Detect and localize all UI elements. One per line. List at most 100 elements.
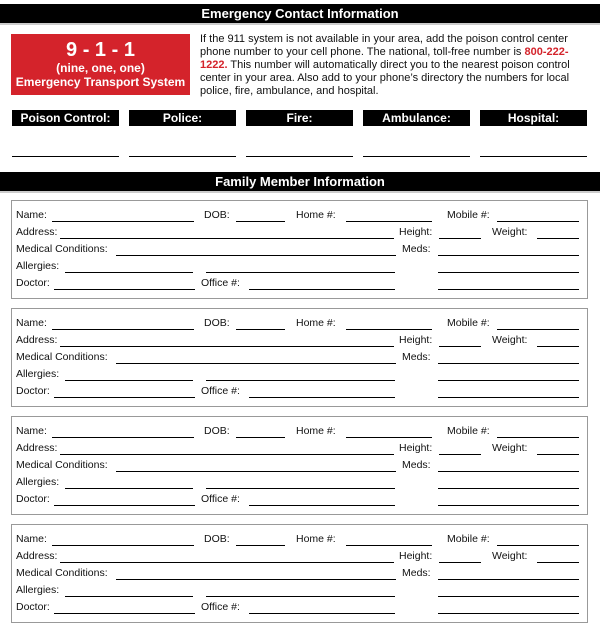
allergies-2-field[interactable] — [206, 488, 395, 489]
height-field[interactable] — [439, 562, 481, 563]
address-field[interactable] — [60, 562, 394, 563]
meds-field[interactable] — [438, 363, 579, 364]
dob-label: DOB: — [204, 317, 230, 329]
meds-field[interactable] — [438, 255, 579, 256]
address-field[interactable] — [60, 346, 394, 347]
allergies-field[interactable] — [65, 596, 193, 597]
medical-field[interactable] — [116, 579, 396, 580]
contact-field-poison-control[interactable] — [12, 156, 119, 157]
intro-text-2: This number will automatically direct yo… — [200, 59, 570, 97]
dob-field[interactable] — [236, 221, 285, 222]
name-field[interactable] — [52, 545, 194, 546]
medical-label: Medical Conditions: — [16, 459, 108, 471]
allergies-2-field[interactable] — [206, 272, 395, 273]
doctor-label: Doctor: — [16, 601, 50, 613]
emergency-911-box: 9 - 1 - 1 (nine, one, one) Emergency Tra… — [11, 34, 190, 95]
extra-field[interactable] — [438, 505, 579, 506]
allergies-2-field[interactable] — [206, 380, 395, 381]
mobile-field[interactable] — [497, 221, 579, 222]
doctor-label: Doctor: — [16, 493, 50, 505]
medical-field[interactable] — [116, 363, 396, 364]
allergies-label: Allergies: — [16, 260, 60, 272]
allergies-label: Allergies: — [16, 584, 60, 596]
allergies-3-field[interactable] — [438, 596, 579, 597]
height-field[interactable] — [439, 238, 481, 239]
office-label: Office #: — [201, 493, 240, 505]
home-label: Home #: — [296, 425, 336, 437]
contact-field-ambulance[interactable] — [363, 156, 470, 157]
doctor-field[interactable] — [54, 397, 195, 398]
home-field[interactable] — [346, 329, 432, 330]
contact-label-police: Police: — [129, 110, 236, 126]
dob-field[interactable] — [236, 545, 285, 546]
doctor-field[interactable] — [54, 613, 195, 614]
allergies-field[interactable] — [65, 488, 193, 489]
address-label: Address: — [16, 226, 58, 238]
family-member-header: Family Member Information — [0, 172, 600, 193]
family-member-card: Name: DOB: Home #: Mobile #: Address: Height:… — [11, 308, 588, 407]
address-field[interactable] — [60, 454, 394, 455]
mobile-field[interactable] — [497, 437, 579, 438]
meds-label: Meds: — [402, 459, 431, 471]
extra-field[interactable] — [438, 289, 579, 290]
name-field[interactable] — [52, 221, 194, 222]
dob-label: DOB: — [204, 533, 230, 545]
home-field[interactable] — [346, 221, 432, 222]
extra-field[interactable] — [438, 613, 579, 614]
mobile-field[interactable] — [497, 329, 579, 330]
meds-field[interactable] — [438, 471, 579, 472]
dob-label: DOB: — [204, 425, 230, 437]
doctor-field[interactable] — [54, 289, 195, 290]
contact-field-police[interactable] — [129, 156, 236, 157]
allergies-2-field[interactable] — [206, 596, 395, 597]
allergies-label: Allergies: — [16, 368, 60, 380]
height-field[interactable] — [439, 454, 481, 455]
address-field[interactable] — [60, 238, 394, 239]
medical-label: Medical Conditions: — [16, 243, 108, 255]
medical-label: Medical Conditions: — [16, 567, 108, 579]
address-label: Address: — [16, 442, 58, 454]
doctor-label: Doctor: — [16, 385, 50, 397]
height-label: Height: — [399, 334, 433, 346]
name-field[interactable] — [52, 437, 194, 438]
height-label: Height: — [399, 550, 433, 562]
mobile-field[interactable] — [497, 545, 579, 546]
allergies-3-field[interactable] — [438, 272, 579, 273]
emergency-system-label: Emergency Transport System — [15, 75, 186, 89]
dob-field[interactable] — [236, 329, 285, 330]
allergies-field[interactable] — [65, 272, 193, 273]
weight-field[interactable] — [537, 238, 579, 239]
doctor-field[interactable] — [54, 505, 195, 506]
home-label: Home #: — [296, 533, 336, 545]
name-label: Name: — [16, 533, 47, 545]
contact-label-hospital: Hospital: — [480, 110, 587, 126]
office-field[interactable] — [249, 397, 395, 398]
medical-field[interactable] — [116, 255, 396, 256]
weight-field[interactable] — [537, 454, 579, 455]
office-field[interactable] — [249, 505, 395, 506]
weight-field[interactable] — [537, 346, 579, 347]
mobile-label: Mobile #: — [447, 533, 490, 545]
medical-field[interactable] — [116, 471, 396, 472]
weight-field[interactable] — [537, 562, 579, 563]
office-field[interactable] — [249, 289, 395, 290]
allergies-field[interactable] — [65, 380, 193, 381]
extra-field[interactable] — [438, 397, 579, 398]
office-field[interactable] — [249, 613, 395, 614]
meds-label: Meds: — [402, 351, 431, 363]
home-field[interactable] — [346, 437, 432, 438]
meds-field[interactable] — [438, 579, 579, 580]
height-field[interactable] — [439, 346, 481, 347]
allergies-3-field[interactable] — [438, 380, 579, 381]
contact-field-hospital[interactable] — [480, 156, 587, 157]
emergency-number-words: (nine, one, one) — [56, 61, 145, 75]
family-member-card: Name: DOB: Home #: Mobile #: Address: Height:… — [11, 524, 588, 623]
contact-field-fire[interactable] — [246, 156, 353, 157]
intro-text: If the 911 system is not available in yo… — [200, 33, 590, 98]
mobile-label: Mobile #: — [447, 317, 490, 329]
home-field[interactable] — [346, 545, 432, 546]
dob-field[interactable] — [236, 437, 285, 438]
allergies-3-field[interactable] — [438, 488, 579, 489]
name-field[interactable] — [52, 329, 194, 330]
intro-text-1: If the 911 system is not available in yo… — [200, 33, 568, 58]
